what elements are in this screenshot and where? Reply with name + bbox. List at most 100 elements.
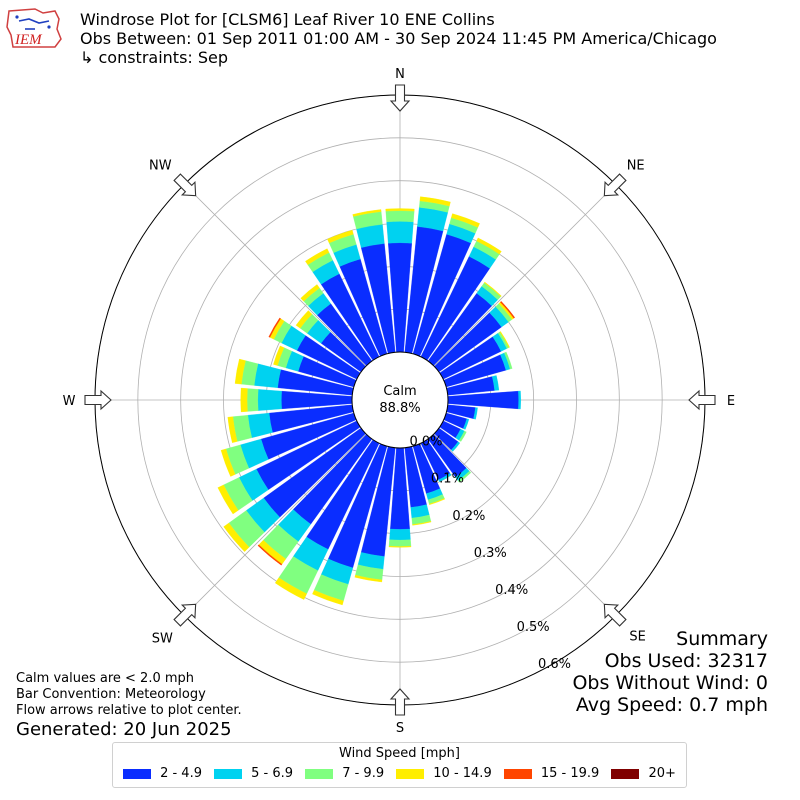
flow-arrow-s	[389, 688, 411, 716]
windrose-bar-segment	[305, 248, 330, 266]
legend-swatch	[503, 768, 532, 779]
windrose-bar-segment	[457, 470, 472, 483]
radial-tick-label: 0.0%	[409, 435, 442, 450]
direction-label-w: W	[63, 394, 76, 409]
windrose-bar-segment	[429, 498, 445, 505]
windrose-bar-segment	[463, 418, 470, 430]
legend-items: 2 - 4.9 5 - 6.9 7 - 9.9 10 - 14.9 15 - 19.9 2…	[113, 766, 686, 781]
legend-item: 10 - 14.9	[396, 766, 492, 781]
direction-label-e: E	[727, 394, 735, 409]
windrose-bar-segment	[451, 213, 480, 228]
windrose-bar-segment	[247, 412, 273, 438]
windrose-bar-segment	[484, 281, 502, 297]
grid-spoke	[399, 399, 616, 616]
windrose-bar-segment	[386, 221, 414, 244]
bar-convention-note: Bar Convention: Meteorology	[16, 687, 206, 702]
radial-tick-label: 0.1%	[431, 472, 464, 487]
logo-text: IEM	[14, 32, 43, 48]
chart-title: Windrose Plot for [CLSM6] Leaf River 10 …	[80, 10, 495, 29]
legend-label: 10 - 14.9	[433, 766, 492, 781]
windrose-bar-segment	[234, 358, 246, 385]
windrose-bar-segment	[268, 317, 281, 338]
windrose-bar-segment	[273, 345, 285, 366]
windrose-bar-segment	[300, 284, 320, 302]
windrose-bar-segment	[438, 473, 452, 483]
summary-obs-used: Obs Used: 32317	[604, 650, 768, 672]
windrose-bar-segment	[458, 430, 467, 442]
summary-avg-speed: Avg Speed: 0.7 mph	[575, 694, 768, 716]
legend-label: 5 - 6.9	[251, 766, 294, 781]
legend-label: 20+	[648, 766, 676, 781]
calm-value: 88.8%	[379, 401, 420, 416]
radial-tick-label: 0.3%	[474, 546, 507, 561]
direction-label-n: N	[395, 67, 405, 82]
windrose-bar-segment	[240, 387, 248, 413]
flow-arrow-w	[84, 389, 112, 411]
direction-label-sw: SW	[152, 632, 173, 647]
calm-circle	[351, 351, 449, 449]
windrose-bar-segment	[518, 390, 521, 410]
windrose-bar-segment	[389, 528, 411, 541]
windrose-bar-segment	[499, 331, 510, 348]
legend-item: 7 - 9.9	[305, 766, 384, 781]
legend-swatch	[611, 768, 640, 779]
windrose-bar-segment	[451, 441, 461, 452]
generated-date: Generated: 20 Jun 2025	[16, 719, 232, 740]
windrose-bar-segment	[500, 301, 516, 319]
chart-constraints: ↳ constraints: Sep	[80, 48, 229, 67]
summary-block: Summary Obs Used: 32317 Obs Without Wind…	[572, 628, 768, 716]
radial-tick-label: 0.2%	[452, 509, 485, 524]
direction-label-ne: NE	[627, 158, 645, 173]
calm-label: Calm	[383, 384, 416, 399]
legend: Wind Speed [mph] 2 - 4.9 5 - 6.9 7 - 9.9 10…	[112, 742, 687, 788]
legend-label: 15 - 19.9	[540, 766, 600, 781]
windrose-bar-segment	[246, 388, 259, 412]
legend-swatch	[305, 768, 334, 779]
legend-swatch	[396, 768, 425, 779]
radial-tick-label: 0.5%	[517, 620, 550, 635]
windrose-bar-segment	[354, 574, 383, 583]
legend-swatch	[214, 768, 243, 779]
legend-item: 5 - 6.9	[214, 766, 293, 781]
grid-spoke	[399, 184, 616, 401]
direction-label-s: S	[396, 721, 404, 736]
legend-title: Wind Speed [mph]	[339, 746, 460, 761]
flow-arrow-e	[688, 389, 716, 411]
flow-arrow-nw	[173, 173, 197, 197]
legend-item: 2 - 4.9	[123, 766, 202, 781]
windrose-bar-segment	[217, 484, 239, 515]
windrose-bar-segment	[476, 237, 502, 255]
windrose-bar-segment	[257, 544, 283, 566]
windrose-bar-segment	[491, 375, 500, 391]
windrose-bar-segment	[388, 539, 412, 547]
windrose-bar-segment	[352, 209, 382, 217]
chart-subtitle: Obs Between: 01 Sep 2011 01:00 AM - 30 S…	[80, 29, 717, 48]
windrose-bar-segment	[385, 210, 415, 223]
windrose-overlay: Calm 88.8%	[351, 351, 449, 449]
windrose-bar-segment	[385, 208, 415, 212]
legend-label: 2 - 4.9	[160, 766, 202, 781]
legend-item: 15 - 19.9	[503, 766, 600, 781]
windrose-bar-segment	[473, 407, 478, 420]
direction-labels: N NE E SE S SW W NW	[63, 67, 736, 736]
grid-spoke	[184, 399, 401, 616]
windrose-bar-segment	[327, 229, 354, 244]
title-block: Windrose Plot for [CLSM6] Leaf River 10 …	[80, 10, 717, 67]
notes-block: Calm values are < 2.0 mph Bar Convention…	[16, 671, 242, 741]
windrose-bar-segment	[254, 363, 282, 388]
flow-arrows-note: Flow arrows relative to plot center.	[16, 703, 242, 718]
windrose-bar-segment	[274, 577, 307, 600]
radial-tick-label: 0.6%	[538, 657, 571, 672]
grid-spoke	[184, 184, 401, 401]
summary-heading: Summary	[676, 628, 768, 650]
windrose-bar-segment	[388, 545, 412, 548]
windrose-bar-segment	[257, 389, 282, 411]
legend-item: 20+	[611, 766, 676, 781]
flow-arrow-n	[389, 84, 411, 112]
flow-arrow-sw	[173, 603, 197, 627]
summary-obs-without-wind: Obs Without Wind: 0	[572, 672, 768, 694]
windrose-bars	[217, 196, 521, 606]
windrose-bar-segment	[419, 196, 451, 207]
windrose-bar-segment	[227, 416, 238, 443]
